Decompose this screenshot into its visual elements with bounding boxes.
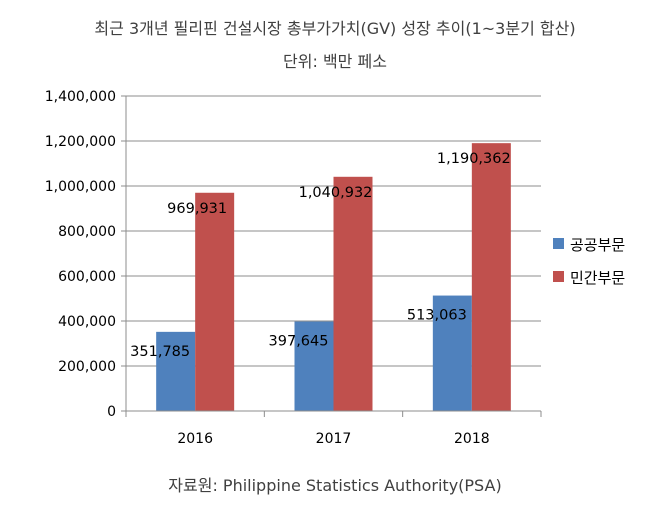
legend-label: 민간부문 (570, 269, 625, 287)
legend-swatch (553, 271, 564, 282)
bar-private (333, 176, 373, 411)
data-labels: 351,785 969,931 397,645 1,040,932 513,063 1,1… (130, 151, 511, 360)
axes: 0 200,000 400,000 600,000 800,000 1,000,000 1,… (45, 89, 542, 447)
data-label: 397,645 (269, 334, 329, 350)
y-tick-label: 1,400,000 (45, 89, 116, 105)
bars (156, 143, 511, 411)
data-label: 513,063 (407, 308, 467, 324)
source-note: 자료원: Philippine Statistics Authority(PSA… (168, 476, 502, 495)
bar-public (432, 295, 472, 411)
bar-public (156, 331, 196, 411)
data-label: 1,040,932 (299, 185, 373, 201)
chart-subtitle: 단위: 백만 페소 (283, 52, 387, 71)
bar-private (471, 143, 511, 411)
x-tick-label: 2017 (316, 431, 352, 447)
x-tick-label: 2018 (454, 431, 490, 447)
y-tick-label: 200,000 (58, 359, 116, 375)
y-tick-label: 1,200,000 (45, 134, 116, 150)
legend-swatch (553, 238, 564, 249)
data-label: 1,190,362 (437, 151, 511, 167)
bar-private (195, 192, 235, 411)
chart-title: 최근 3개년 필리핀 건설시장 총부가가치(GV) 성장 추이(1~3분기 합산… (94, 19, 576, 38)
y-tick-label: 800,000 (58, 224, 116, 240)
bar-public (294, 321, 334, 411)
data-label: 351,785 (130, 344, 190, 360)
y-tick-label: 1,000,000 (45, 179, 116, 195)
x-tick-label: 2016 (177, 431, 213, 447)
legend-label: 공공부문 (570, 236, 625, 254)
y-tick-label: 600,000 (58, 269, 116, 285)
y-tick-label: 400,000 (58, 314, 116, 330)
y-tick-label: 0 (107, 404, 116, 420)
data-label: 969,931 (167, 201, 227, 217)
